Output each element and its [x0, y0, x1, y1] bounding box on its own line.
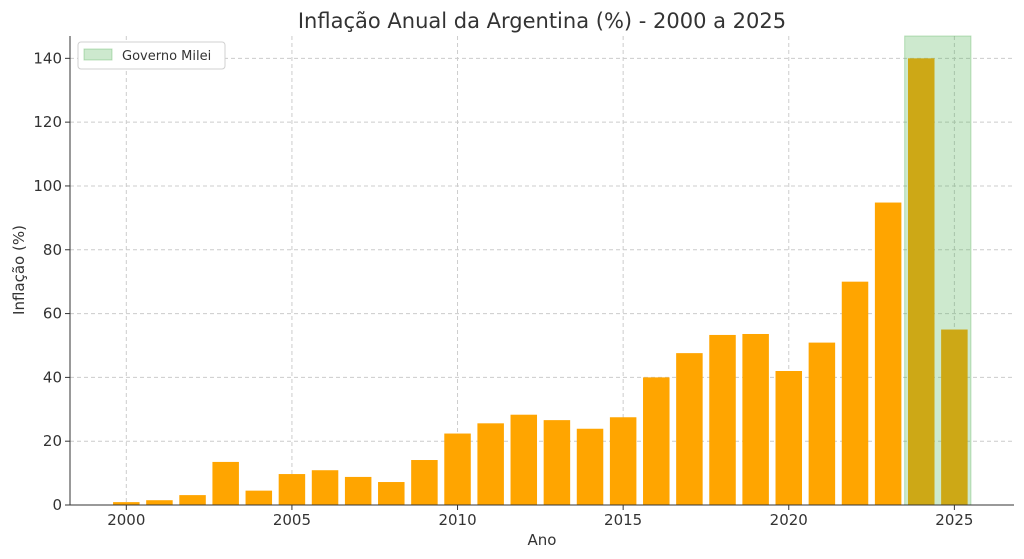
axes — [69, 36, 1014, 506]
bar-2010 — [444, 433, 471, 505]
bar-2018 — [709, 334, 736, 505]
y-tick-label: 80 — [43, 241, 62, 259]
bar-2015 — [609, 417, 637, 505]
y-ticks: 0 20 40 60 80 100 120 140 — [33, 49, 70, 514]
bar-2022 — [841, 281, 869, 505]
grid-lines — [70, 36, 1014, 505]
bar-2024 — [908, 58, 935, 505]
legend-box — [77, 41, 226, 70]
bars — [113, 58, 968, 506]
highlight-layer — [904, 35, 972, 506]
bar-2001 — [146, 500, 173, 505]
y-tick-label: 120 — [33, 113, 62, 131]
bar-2003 — [212, 461, 239, 505]
highlight-span — [904, 35, 972, 506]
bar-2014 — [576, 428, 604, 505]
y-tick-label: 0 — [52, 496, 62, 514]
x-tick-label: 2000 — [107, 511, 145, 529]
legend: Governo Milei — [77, 41, 226, 70]
x-tick-label: 2010 — [438, 511, 476, 529]
bar-2017 — [676, 353, 703, 505]
bar-2021 — [808, 342, 836, 505]
bar-2023 — [874, 202, 902, 506]
y-tick-label: 20 — [43, 432, 62, 450]
legend-label: Governo Milei — [122, 49, 211, 64]
bar-2004 — [245, 490, 273, 505]
x-tick-label: 2020 — [770, 511, 808, 529]
bar-2002 — [179, 495, 206, 505]
y-tick-label: 60 — [43, 305, 62, 323]
x-tick-label: 2005 — [273, 511, 311, 529]
x-ticks: 2000 2005 2010 2015 2020 2025 — [107, 505, 973, 529]
y-tick-label: 40 — [43, 368, 62, 386]
x-axis-title: Ano — [528, 531, 557, 549]
bar-2008 — [378, 482, 405, 505]
bar-2019 — [742, 333, 769, 505]
bar-2000 — [113, 502, 140, 505]
chart-title: Inflação Anual da Argentina (%) - 2000 a… — [298, 9, 786, 33]
bar-2025 — [941, 329, 968, 505]
y-axis-title: Inflação (%) — [10, 225, 28, 315]
bar-2005 — [278, 474, 306, 505]
bar-2012 — [510, 414, 538, 505]
legend-swatch — [83, 48, 113, 61]
x-tick-label: 2015 — [604, 511, 642, 529]
bar-2013 — [543, 420, 571, 505]
x-tick-label: 2025 — [935, 511, 973, 529]
y-tick-label: 140 — [33, 49, 62, 67]
bar-2009 — [411, 460, 438, 505]
bar-2020 — [775, 371, 803, 505]
y-tick-label: 100 — [33, 177, 62, 195]
bar-2006 — [311, 470, 339, 505]
bar-2011 — [477, 423, 504, 505]
bar-2007 — [344, 476, 372, 505]
bar-2016 — [643, 377, 670, 505]
